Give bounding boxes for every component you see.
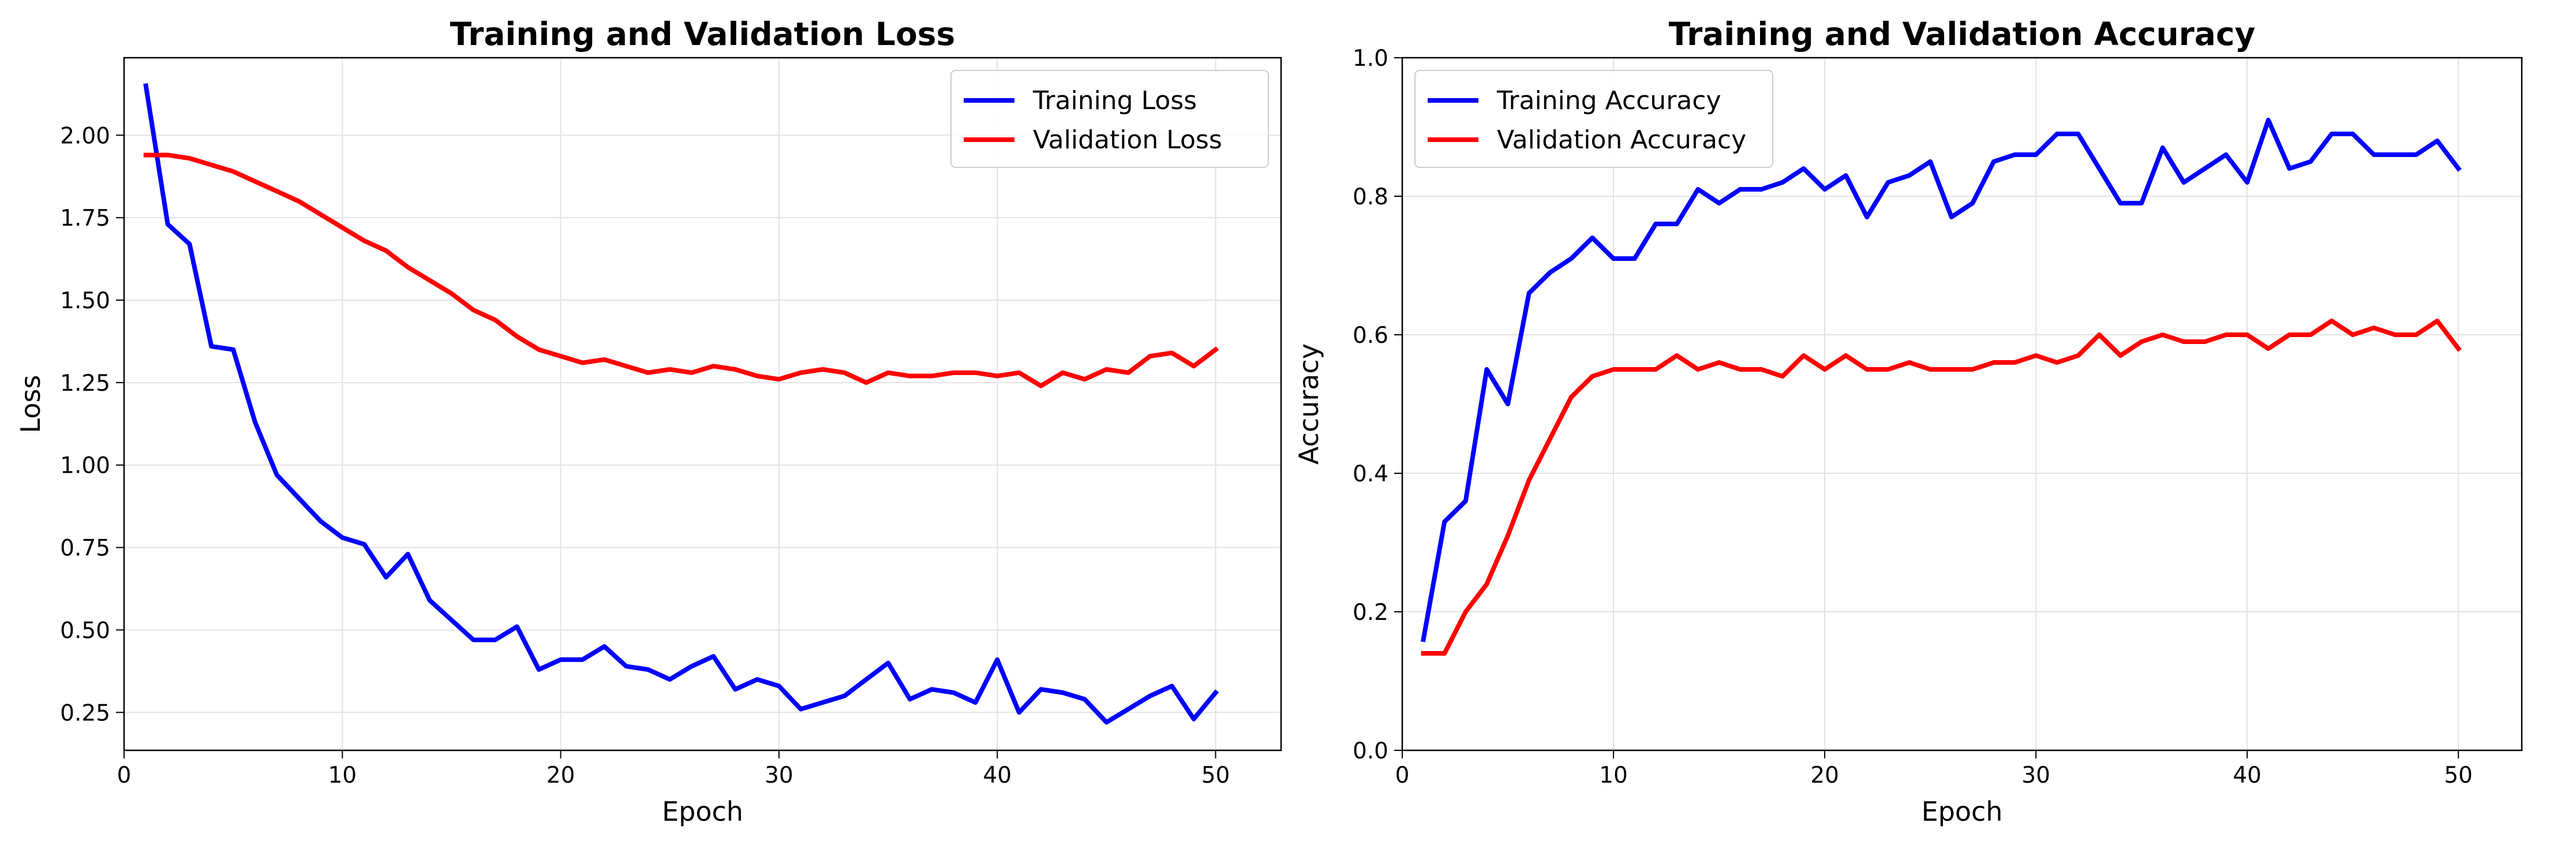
legend: Training Loss Validation Loss (950, 70, 1269, 168)
x-tick-label: 50 (1201, 762, 1230, 788)
x-tick-label: 40 (2233, 762, 2262, 788)
legend-label-0: Training Accuracy (1496, 86, 1721, 115)
y-tick-label: 2.00 (60, 123, 110, 149)
y-tick-label: 1.00 (60, 453, 110, 479)
x-tick-label: 30 (765, 762, 793, 788)
plot-frame (1401, 57, 2523, 751)
y-axis-label: Accuracy (1293, 343, 1324, 465)
y-tick-label: 0.0 (1353, 738, 1388, 764)
x-axis-label: Epoch (662, 796, 743, 827)
y-tick-label: 0.50 (60, 618, 110, 644)
series-line-1 (143, 152, 1219, 388)
y-tick-label: 0.2 (1353, 600, 1388, 626)
y-tick-label: 0.8 (1353, 184, 1388, 210)
y-tick-label: 0.4 (1353, 461, 1388, 487)
y-tick-label: 1.75 (60, 205, 110, 231)
x-tick-label: 50 (2444, 762, 2473, 788)
y-tick-label: 0.6 (1353, 323, 1388, 349)
x-tick-label: 20 (1810, 762, 1839, 788)
legend-box (1414, 70, 1773, 168)
x-tick-label: 10 (328, 762, 357, 788)
x-tick-label: 40 (983, 762, 1012, 788)
plot-frame (123, 57, 1282, 751)
legend-box (950, 70, 1269, 168)
y-tick-label: 0.25 (60, 700, 110, 726)
y-tick-label: 1.25 (60, 371, 110, 397)
x-tick-label: 0 (117, 762, 132, 788)
y-tick-label: 1.0 (1353, 46, 1388, 72)
chart-title: Training and Validation Loss (450, 16, 955, 53)
y-tick-label: 0.75 (60, 536, 110, 562)
legend-label-1: Validation Accuracy (1497, 125, 1746, 155)
series-line-1 (1421, 319, 2462, 656)
y-tick-label: 1.50 (60, 288, 110, 314)
x-tick-label: 20 (546, 762, 575, 788)
x-tick-label: 10 (1599, 762, 1628, 788)
legend-label-0: Training Loss (1032, 86, 1197, 115)
x-tick-label: 30 (2021, 762, 2050, 788)
legend-label-1: Validation Loss (1033, 125, 1222, 155)
accuracy-chart: 0 10 20 30 40 50 0.0 0.2 0.4 0.6 0.8 1.0 Training an… (1293, 16, 2523, 827)
y-axis-label: Loss (15, 375, 46, 433)
x-tick-label: 0 (1395, 762, 1410, 788)
series-line-0 (143, 83, 1219, 725)
chart-title: Training and Validation Accuracy (1669, 16, 2256, 53)
x-axis-label: Epoch (1922, 796, 2003, 827)
loss-chart: 0 10 20 30 40 50 0.25 0.50 0.75 1.00 1.25 1.50 1.75 2… (15, 16, 1282, 827)
series-line-0 (1420, 118, 2462, 642)
legend: Training Accuracy Validation Accuracy (1414, 70, 1773, 168)
